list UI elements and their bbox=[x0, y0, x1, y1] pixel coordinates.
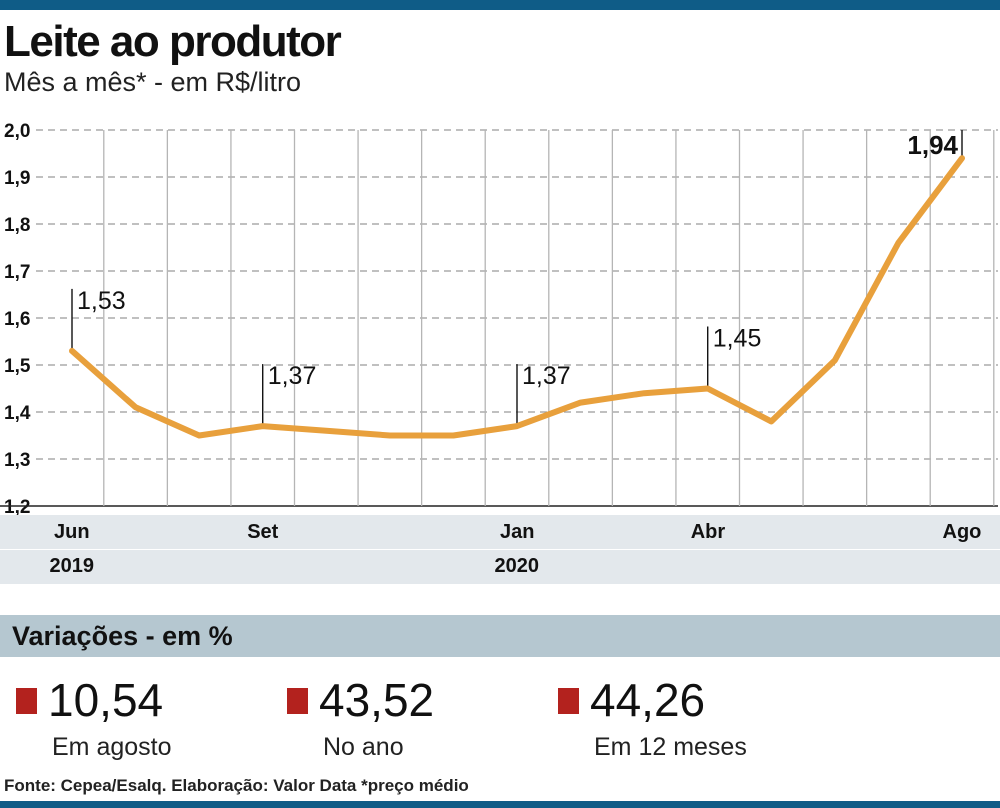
source-note: Fonte: Cepea/Esalq. Elaboração: Valor Da… bbox=[4, 776, 469, 795]
y-tick-label: 1,8 bbox=[4, 215, 30, 236]
stat-label: Em agosto bbox=[52, 733, 172, 761]
y-tick-label: 1,5 bbox=[4, 356, 31, 377]
x-tick-label: Ago bbox=[942, 521, 982, 543]
annotation-label: 1,53 bbox=[77, 287, 126, 315]
annotation-label: 1,94 bbox=[907, 130, 958, 160]
red-square-icon bbox=[558, 688, 579, 714]
x-tick-label: Set bbox=[247, 521, 279, 543]
stat-label: No ano bbox=[323, 733, 404, 761]
x-year-label: 2019 bbox=[49, 555, 95, 577]
y-tick-label: 1,6 bbox=[4, 309, 30, 330]
variations-title: Variações - em % bbox=[12, 621, 233, 651]
red-square-icon bbox=[287, 688, 308, 714]
annotation-label: 1,45 bbox=[713, 325, 762, 353]
red-square-icon bbox=[16, 688, 37, 714]
line-chart: 1,21,31,41,51,61,71,81,92,01,531,37 1,371… bbox=[0, 121, 998, 515]
y-tick-label: 1,7 bbox=[4, 262, 30, 283]
stat-value: 44,26 bbox=[590, 674, 706, 726]
bottom-accent-bar bbox=[0, 801, 1000, 808]
annotation-label: 1,37 bbox=[522, 362, 571, 390]
annotation-label: 1,37 bbox=[268, 362, 317, 390]
y-tick-label: 1,9 bbox=[4, 168, 30, 189]
stat-value: 10,54 bbox=[48, 674, 164, 726]
chart-subtitle: Mês a mês* - em R$/litro bbox=[4, 67, 302, 97]
top-accent-bar bbox=[0, 0, 1000, 10]
variations-header: Variações - em % bbox=[0, 615, 1000, 657]
x-year-label: 2020 bbox=[494, 555, 540, 577]
y-tick-label: 1,4 bbox=[4, 403, 31, 424]
stat-value: 43,52 bbox=[319, 674, 435, 726]
chart-title: Leite ao produtor bbox=[4, 17, 342, 66]
x-axis-month-band bbox=[0, 515, 1000, 549]
x-tick-label: Abr bbox=[690, 521, 726, 543]
y-tick-label: 1,3 bbox=[4, 450, 30, 471]
stat-label: Em 12 meses bbox=[594, 733, 747, 761]
data-series-line bbox=[69, 155, 965, 439]
x-axis-year-band bbox=[0, 549, 1000, 584]
x-tick-label: Jan bbox=[500, 521, 535, 543]
y-tick-label: 2,0 bbox=[4, 121, 30, 142]
x-tick-label: Jun bbox=[54, 521, 90, 543]
